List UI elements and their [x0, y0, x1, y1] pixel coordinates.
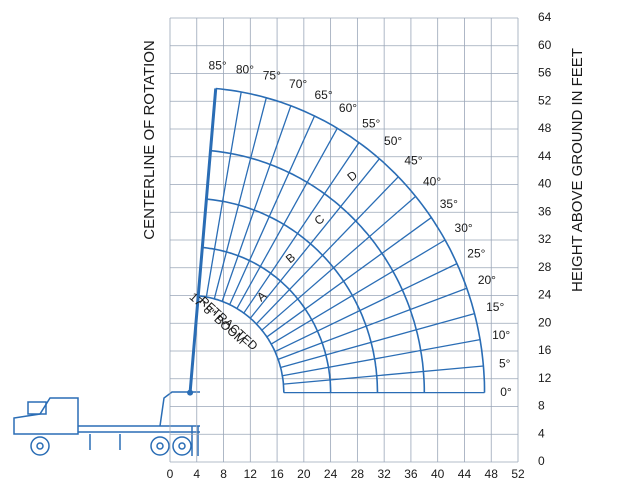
- y-tick-label: 4: [538, 426, 545, 440]
- zone-label: A: [254, 288, 269, 304]
- boom-angle-line: [213, 97, 267, 299]
- x-tick-label: 32: [377, 467, 391, 481]
- truck: [13, 391, 200, 456]
- boom-angle-line: [221, 105, 292, 302]
- x-tick-label: 36: [404, 467, 418, 481]
- x-tick-label: 24: [324, 467, 338, 481]
- boom-angle-line: [274, 263, 458, 353]
- x-tick-label: 52: [511, 467, 525, 481]
- y-tick-label: 12: [538, 371, 552, 385]
- y-tick-label: 64: [538, 10, 552, 24]
- y-tick-label: 56: [538, 66, 552, 80]
- y-tick-label: 16: [538, 343, 552, 357]
- range-arc: [202, 246, 332, 393]
- x-tick-label: 12: [244, 467, 258, 481]
- boom-angle-line: [243, 142, 360, 314]
- x-tick-label: 44: [458, 467, 472, 481]
- angle-label: 35°: [440, 197, 458, 211]
- x-tick-label: 20: [297, 467, 311, 481]
- angle-label: 55°: [362, 117, 380, 131]
- boom-angle-line: [280, 312, 475, 369]
- x-tick-label: 40: [431, 467, 445, 481]
- x-tick-label: 28: [351, 467, 365, 481]
- boom-angle-line: [277, 287, 468, 361]
- x-tick-label: 0: [167, 467, 174, 481]
- angle-label: 25°: [467, 246, 485, 260]
- boom-angle-line: [229, 115, 316, 305]
- angle-label: 10°: [492, 328, 510, 342]
- boom-angle-line: [188, 88, 218, 393]
- angle-label: 85°: [209, 59, 227, 73]
- zone-label: D: [344, 168, 360, 185]
- boom-angle-line: [249, 158, 380, 319]
- boom-angle-line: [205, 91, 242, 298]
- y-tick-label: 52: [538, 93, 552, 107]
- angle-label: 45°: [404, 153, 422, 167]
- angle-label: 50°: [384, 134, 402, 148]
- angle-label: 0°: [500, 385, 512, 399]
- x-tick-label: 16: [270, 467, 284, 481]
- angle-label: 40°: [423, 174, 441, 188]
- boom-angle-line: [270, 239, 446, 345]
- x-tick-label: 4: [193, 467, 200, 481]
- angle-label: 15°: [486, 300, 504, 314]
- angle-label: 60°: [339, 101, 357, 115]
- y-tick-label: 32: [538, 232, 552, 246]
- y-tick-label: 28: [538, 260, 552, 274]
- angle-label: 20°: [478, 273, 496, 287]
- y-tick-label: 36: [538, 204, 552, 218]
- zone-label: B: [283, 250, 298, 266]
- angle-label: 30°: [455, 221, 473, 235]
- y-tick-label: 44: [538, 149, 552, 163]
- boom-angle-line: [282, 338, 481, 377]
- range-arc: [198, 295, 285, 393]
- angle-label: 5°: [499, 356, 511, 370]
- angle-label: 75°: [263, 69, 281, 83]
- y-tick-label: 8: [538, 399, 545, 413]
- y-axis-label: HEIGHT ABOVE GROUND IN FEET: [569, 48, 586, 292]
- y-tick-label: 48: [538, 121, 552, 135]
- range-arc: [210, 149, 426, 393]
- x-tick-label: 48: [485, 467, 499, 481]
- centerline-label: CENTERLINE OF ROTATION: [141, 40, 158, 239]
- y-tick-label: 24: [538, 288, 552, 302]
- range-arc: [215, 87, 486, 393]
- y-tick-label: 60: [538, 38, 552, 52]
- boom-angle-line: [261, 195, 417, 331]
- angle-label: 70°: [289, 77, 307, 91]
- boom-angle-line: [236, 127, 338, 309]
- range-arc: [206, 198, 379, 393]
- x-tick-label: 8: [220, 467, 227, 481]
- angle-label: 65°: [314, 88, 332, 102]
- boom-angle-line: [266, 217, 432, 338]
- y-tick-label: 20: [538, 315, 552, 329]
- y-tick-label: 0: [538, 454, 545, 468]
- angle-label: 80°: [236, 62, 254, 76]
- y-tick-label: 40: [538, 177, 552, 191]
- boom-angle-line: [255, 176, 399, 325]
- boom-angle-line: [283, 365, 484, 385]
